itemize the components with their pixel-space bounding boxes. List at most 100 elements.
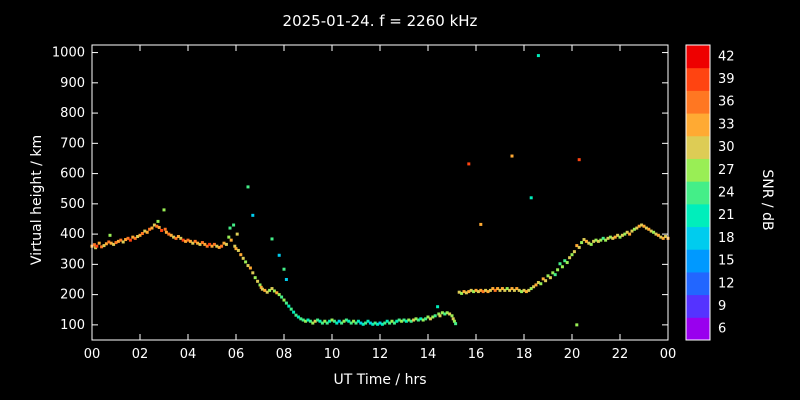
- data-point: [608, 235, 612, 239]
- data-point: [176, 235, 180, 239]
- data-point: [505, 287, 509, 291]
- data-point: [476, 290, 480, 294]
- data-point: [464, 291, 468, 295]
- data-point: [272, 289, 276, 293]
- data-point: [280, 295, 284, 299]
- data-point: [233, 244, 237, 248]
- x-tick-label: 06: [228, 347, 245, 362]
- data-point: [551, 271, 555, 275]
- data-point: [371, 322, 375, 326]
- data-point: [452, 319, 456, 323]
- data-point: [277, 293, 281, 297]
- colorbar-band: [686, 203, 710, 228]
- colorbar-band: [686, 226, 710, 250]
- data-point: [323, 319, 327, 323]
- data-point: [412, 318, 416, 322]
- y-tick-label: 100: [60, 318, 85, 333]
- data-point: [575, 323, 579, 327]
- data-point: [349, 321, 353, 325]
- data-point: [152, 223, 156, 227]
- colorbar-band: [686, 317, 710, 341]
- colorbar-band: [686, 181, 710, 205]
- data-point: [404, 319, 408, 323]
- colorbar-band: [686, 113, 710, 137]
- data-point: [474, 288, 478, 292]
- data-point: [109, 241, 113, 245]
- data-point: [548, 276, 552, 280]
- data-point: [259, 285, 263, 289]
- data-point: [107, 240, 111, 244]
- colorbar-band: [686, 158, 710, 182]
- data-point: [337, 319, 341, 323]
- data-point: [659, 235, 663, 239]
- data-point: [119, 238, 123, 242]
- data-point: [620, 233, 624, 237]
- data-point: [164, 230, 168, 234]
- data-point: [520, 290, 524, 294]
- data-point: [532, 285, 536, 289]
- data-point: [308, 319, 312, 323]
- data-point: [635, 226, 639, 230]
- colorbar-tick-label: 6: [718, 322, 726, 337]
- data-point: [235, 232, 239, 236]
- data-point: [448, 312, 452, 316]
- y-tick-label: 200: [60, 288, 85, 303]
- data-point: [428, 317, 432, 321]
- data-point: [500, 287, 504, 291]
- data-point: [618, 235, 622, 239]
- y-tick-label: 1000: [52, 46, 85, 61]
- y-axis-label: Virtual height / km: [29, 134, 45, 266]
- data-point: [462, 290, 466, 294]
- data-point: [287, 304, 291, 308]
- data-point: [656, 233, 660, 237]
- data-point: [383, 321, 387, 325]
- colorbar-band: [686, 271, 710, 296]
- data-point: [251, 213, 255, 217]
- data-point: [654, 232, 658, 236]
- data-point: [313, 319, 317, 323]
- data-point: [416, 318, 420, 322]
- data-point: [224, 242, 228, 246]
- data-point: [510, 287, 514, 291]
- colorbar-tick-label: 42: [718, 49, 735, 64]
- data-point: [162, 208, 166, 212]
- data-point: [577, 158, 581, 162]
- data-point: [368, 321, 372, 325]
- data-point: [191, 241, 195, 245]
- data-point: [284, 277, 288, 281]
- data-point: [407, 318, 411, 322]
- data-point: [196, 241, 200, 245]
- data-point: [460, 291, 464, 295]
- data-point: [589, 242, 593, 246]
- data-point: [94, 246, 98, 250]
- chart-title: 2025-01-24. f = 2260 kHz: [282, 12, 478, 30]
- data-point: [421, 318, 425, 322]
- colorbar-tick-label: 30: [718, 140, 735, 155]
- data-point: [508, 288, 512, 292]
- data-point: [642, 224, 646, 228]
- data-point: [97, 241, 101, 245]
- data-point: [496, 287, 500, 291]
- data-point: [534, 283, 538, 287]
- data-point: [172, 235, 176, 239]
- data-point: [265, 290, 269, 294]
- colorbar-tick-label: 39: [718, 72, 735, 87]
- data-point: [198, 242, 202, 246]
- data-point: [544, 279, 548, 283]
- data-point: [392, 321, 396, 325]
- data-point: [388, 321, 392, 325]
- data-point: [270, 287, 274, 291]
- data-point: [640, 223, 644, 227]
- data-point: [228, 226, 232, 230]
- data-point: [184, 239, 188, 243]
- x-tick-label: 18: [516, 347, 533, 362]
- data-point: [256, 279, 260, 283]
- colorbar-band: [686, 45, 710, 69]
- data-point: [488, 288, 492, 292]
- data-point: [584, 239, 588, 243]
- data-point: [445, 311, 449, 315]
- data-point: [454, 322, 458, 326]
- data-point: [529, 287, 533, 291]
- colorbar-tick-label: 27: [718, 163, 735, 178]
- data-point: [263, 288, 267, 292]
